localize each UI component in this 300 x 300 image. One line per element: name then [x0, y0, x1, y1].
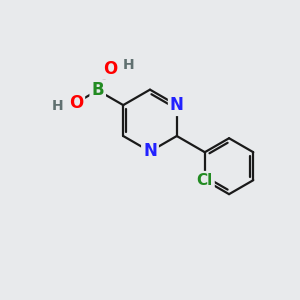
Text: H: H	[123, 58, 134, 72]
Text: N: N	[170, 96, 184, 114]
Text: Cl: Cl	[197, 173, 213, 188]
Text: N: N	[143, 142, 157, 160]
Text: O: O	[69, 94, 83, 112]
Text: B: B	[92, 81, 104, 99]
Text: H: H	[52, 99, 64, 113]
Text: O: O	[103, 60, 117, 78]
